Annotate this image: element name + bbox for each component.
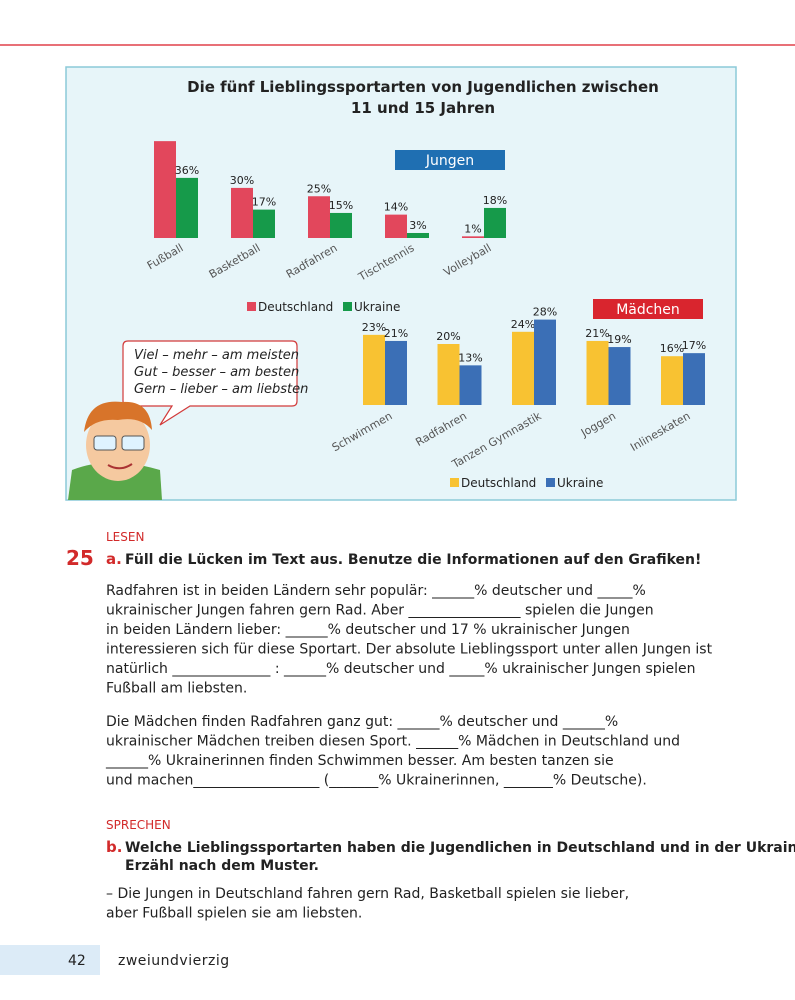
bar [683,353,705,405]
paragraph-line: Fußball am liebsten. [106,681,247,697]
bar [459,365,482,405]
page-number-box [0,945,100,975]
legend-label: Ukraine [354,300,400,314]
value-label: 19% [607,333,631,346]
bar [176,177,198,238]
example-line: – Die Jungen in Deutschland fahren gern … [106,886,629,902]
bar [462,236,484,238]
value-label: 17% [252,196,276,209]
value-label: 24% [511,318,535,331]
page-word: zweiundvierzig [118,953,230,969]
value-label: 21% [384,327,408,340]
boy-illustration [68,401,162,500]
figure-title: 11 und 15 Jahren [351,99,495,117]
legend-swatch [343,302,352,311]
bar [385,340,407,405]
bar [407,232,429,238]
figure-title: Die fünf Lieblingssportarten von Jugendl… [187,78,659,96]
legend-swatch [247,302,256,311]
paragraph-line: ______% Ukrainerinnen finden Schwimmen b… [105,753,614,769]
bar [385,214,407,238]
bar [608,347,631,405]
value-label: 1% [464,222,481,235]
value-label: 36% [175,164,199,177]
exercise-number: 25 [66,546,94,570]
paragraph-line: Die Mädchen finden Radfahren ganz gut: _… [106,714,618,730]
legend-swatch [450,478,459,487]
task-label: a. [106,550,122,568]
task-instruction: Füll die Lücken im Text aus. Benutze die… [125,552,701,568]
bar [308,196,330,238]
value-label: 17% [682,339,706,352]
bar [154,141,176,238]
bar [534,319,556,405]
bar [231,187,253,238]
chart-label: Mädchen [616,302,680,318]
value-label: 30% [230,174,254,187]
bubble-line: Gern – lieber – am liebsten [134,382,308,397]
paragraph-line: interessieren sich für diese Sportart. D… [106,642,713,658]
legend-label: Deutschland [461,476,536,490]
chart-panel [65,66,737,501]
legend-swatch [546,478,555,487]
bar [437,344,460,405]
value-label: 14% [384,201,408,214]
bar [330,212,352,238]
value-label: 25% [307,182,331,195]
section-label: SPRECHEN [106,818,171,832]
chart-label-box [593,299,703,319]
bubble-line: Viel – mehr – am meisten [134,348,299,363]
value-label: 16% [660,342,684,355]
bar [363,334,385,405]
paragraph-line: natürlich ______________ : ______% deuts… [106,661,696,677]
bar [661,356,683,405]
bar [512,331,534,405]
legend-label: Ukraine [557,476,603,490]
task-instruction: Welche Lieblingssportarten haben die Jug… [125,840,795,856]
task-label: b. [106,838,122,856]
bar [586,340,609,405]
paragraph-line: ukrainischer Mädchen treiben diesen Spor… [106,734,680,750]
bubble-line: Gut – besser – am besten [134,365,299,380]
value-label: 28% [533,306,557,319]
paragraph-line: ukrainischer Jungen fahren gern Rad. Abe… [106,603,654,619]
example-line: aber Fußball spielen sie am liebsten. [106,906,362,922]
value-label: 3% [409,219,426,232]
chart-label: Jungen [425,153,474,169]
bar [253,209,275,238]
paragraph-line: Radfahren ist in beiden Ländern sehr pop… [106,583,646,599]
value-label: 15% [329,199,353,212]
chart-label-box [395,150,505,170]
value-label: 20% [436,330,460,343]
value-label: 13% [458,351,482,364]
bar [484,207,506,238]
page-number: 42 [68,953,86,969]
value-label: 23% [362,321,386,334]
value-label: 18% [483,194,507,207]
paragraph-line: in beiden Ländern lieber: ______% deutsc… [106,622,630,638]
value-label: 21% [585,327,609,340]
task-instruction: Erzähl nach dem Muster. [125,858,319,874]
legend-label: Deutschland [258,300,333,314]
speech-bubble [122,340,298,426]
paragraph-line: und machen__________________ (_______% U… [106,773,647,789]
section-label: LESEN [106,530,144,544]
